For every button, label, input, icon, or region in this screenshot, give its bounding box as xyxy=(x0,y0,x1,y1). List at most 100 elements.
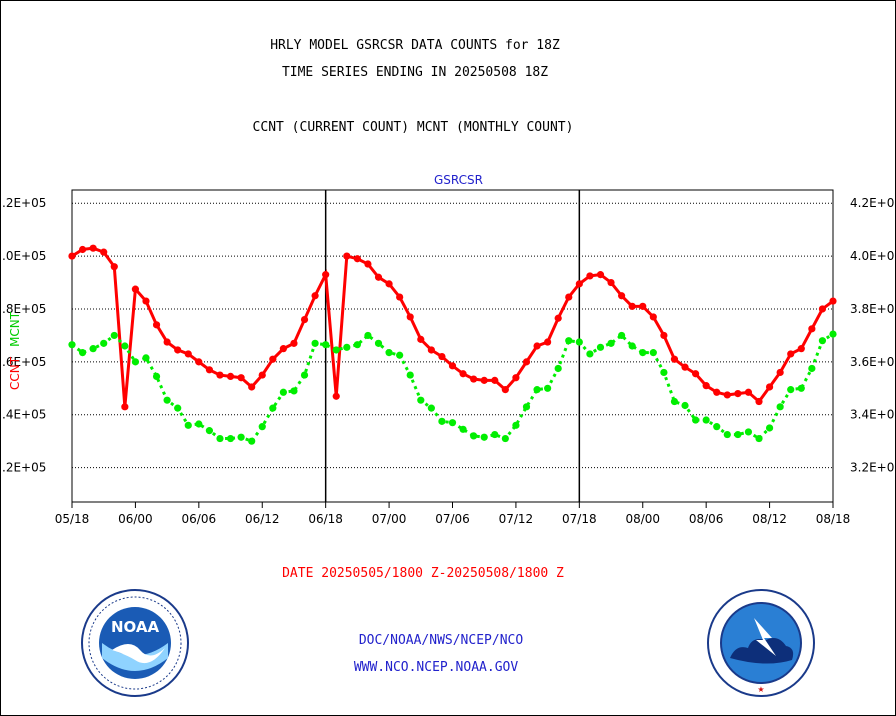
data-point-mcnt xyxy=(89,345,97,353)
data-point-ccnt xyxy=(448,362,457,370)
data-point-mcnt xyxy=(734,430,742,439)
data-point-mcnt xyxy=(744,428,753,436)
data-point-mcnt xyxy=(512,421,520,429)
data-point-mcnt xyxy=(226,434,235,443)
data-point-mcnt xyxy=(723,430,731,439)
data-point-ccnt xyxy=(702,382,710,390)
data-point-ccnt xyxy=(396,293,404,301)
x-tick-label: 08/06 xyxy=(689,512,724,526)
plot-title: GSRCSR xyxy=(434,173,483,187)
y-right-tick-label: 3.4E+0 xyxy=(850,408,894,422)
data-point-ccnt xyxy=(596,271,605,279)
data-point-mcnt xyxy=(68,341,76,349)
national-weather-service-logo: ★ xyxy=(707,589,815,697)
data-point-ccnt xyxy=(639,302,647,310)
data-point-mcnt xyxy=(78,349,87,357)
data-point-mcnt xyxy=(681,401,689,410)
data-point-ccnt xyxy=(734,389,742,398)
y-left-tick-label: .0E+05 xyxy=(2,249,46,263)
data-point-ccnt xyxy=(152,321,161,329)
time-series-chart: .2E+05 3.2E+0 .4E+05 3.4E+0 .6E+05 3.6E+0 .8E+… xyxy=(2,173,894,526)
data-point-mcnt xyxy=(374,339,383,347)
data-point-ccnt xyxy=(142,297,150,305)
data-point-mcnt xyxy=(691,416,700,424)
data-point-ccnt xyxy=(406,313,414,321)
data-point-ccnt xyxy=(755,397,763,406)
data-point-ccnt xyxy=(691,370,700,378)
y-left-tick-label: .8E+05 xyxy=(2,302,46,316)
data-point-mcnt xyxy=(438,417,446,425)
data-point-mcnt xyxy=(776,403,784,411)
x-tick-label: 06/18 xyxy=(308,512,343,526)
data-point-ccnt xyxy=(184,350,192,358)
y-axis-label-mcnt: MCNT xyxy=(8,311,22,347)
chart-title-line1: HRLY MODEL GSRCSR DATA COUNTS for 18Z xyxy=(270,38,560,53)
x-tick-label: 06/06 xyxy=(182,512,217,526)
data-point-ccnt xyxy=(459,370,467,378)
data-point-ccnt xyxy=(258,371,266,379)
data-point-mcnt xyxy=(290,387,298,395)
x-tick-label: 08/00 xyxy=(625,512,660,526)
data-point-mcnt xyxy=(670,397,679,406)
data-point-ccnt xyxy=(776,368,784,377)
data-point-mcnt xyxy=(480,433,488,441)
data-point-mcnt xyxy=(501,434,509,443)
y-left-tick-label: .2E+05 xyxy=(2,461,46,475)
data-point-mcnt xyxy=(639,349,647,357)
footer-website[interactable]: WWW.NCO.NCEP.NOAA.GOV xyxy=(353,660,519,675)
data-point-mcnt xyxy=(269,404,277,412)
y-right-tick-label: 4.2E+0 xyxy=(850,196,894,210)
data-point-ccnt xyxy=(332,392,340,400)
data-point-mcnt xyxy=(554,364,562,373)
data-point-ccnt xyxy=(808,325,816,333)
data-point-mcnt xyxy=(322,341,330,349)
x-tick-label: 06/12 xyxy=(245,512,280,526)
data-point-mcnt xyxy=(195,420,203,428)
data-point-mcnt xyxy=(364,331,372,340)
data-point-mcnt xyxy=(533,386,541,394)
svg-text:NOAA: NOAA xyxy=(111,618,160,636)
y-right-tick-label: 4.0E+0 xyxy=(850,249,894,263)
data-point-ccnt xyxy=(565,293,573,301)
chart-title-line2: TIME SERIES ENDING IN 20250508 18Z xyxy=(281,65,549,80)
data-point-ccnt xyxy=(501,386,509,394)
data-point-ccnt xyxy=(121,403,129,411)
y-axis-label-ccnt: CCNT xyxy=(8,356,22,390)
data-point-ccnt xyxy=(470,375,478,383)
data-point-mcnt xyxy=(586,350,594,358)
data-point-mcnt xyxy=(565,337,573,345)
data-point-mcnt xyxy=(491,430,499,439)
data-point-mcnt xyxy=(353,341,361,349)
data-point-mcnt xyxy=(131,358,140,366)
data-point-ccnt xyxy=(248,383,256,391)
data-point-ccnt xyxy=(216,371,224,379)
data-point-mcnt xyxy=(470,432,478,440)
data-point-ccnt xyxy=(205,366,214,374)
data-point-ccnt xyxy=(670,355,679,363)
data-point-ccnt xyxy=(195,358,203,366)
data-point-mcnt xyxy=(755,434,763,443)
data-point-ccnt xyxy=(649,313,657,321)
data-point-ccnt xyxy=(744,388,753,396)
data-point-mcnt xyxy=(702,416,710,424)
x-tick-label: 07/18 xyxy=(562,512,597,526)
data-point-mcnt xyxy=(544,384,552,392)
data-point-ccnt xyxy=(491,376,499,384)
data-point-mcnt xyxy=(797,384,805,392)
data-point-mcnt xyxy=(205,427,214,435)
data-point-ccnt xyxy=(713,388,721,396)
data-point-mcnt xyxy=(100,339,108,347)
data-point-ccnt xyxy=(68,252,76,260)
data-point-ccnt xyxy=(660,331,668,340)
x-tick-label: 07/00 xyxy=(372,512,407,526)
y-right-tick-label: 3.6E+0 xyxy=(850,355,894,369)
x-tick-label: 07/12 xyxy=(499,512,534,526)
data-point-mcnt xyxy=(184,421,192,429)
data-point-ccnt xyxy=(353,255,361,263)
data-point-mcnt xyxy=(279,388,287,396)
data-point-ccnt xyxy=(364,260,372,268)
data-point-ccnt xyxy=(343,252,351,260)
data-point-mcnt xyxy=(787,386,795,394)
data-point-ccnt xyxy=(237,374,245,382)
data-point-ccnt xyxy=(787,350,795,358)
